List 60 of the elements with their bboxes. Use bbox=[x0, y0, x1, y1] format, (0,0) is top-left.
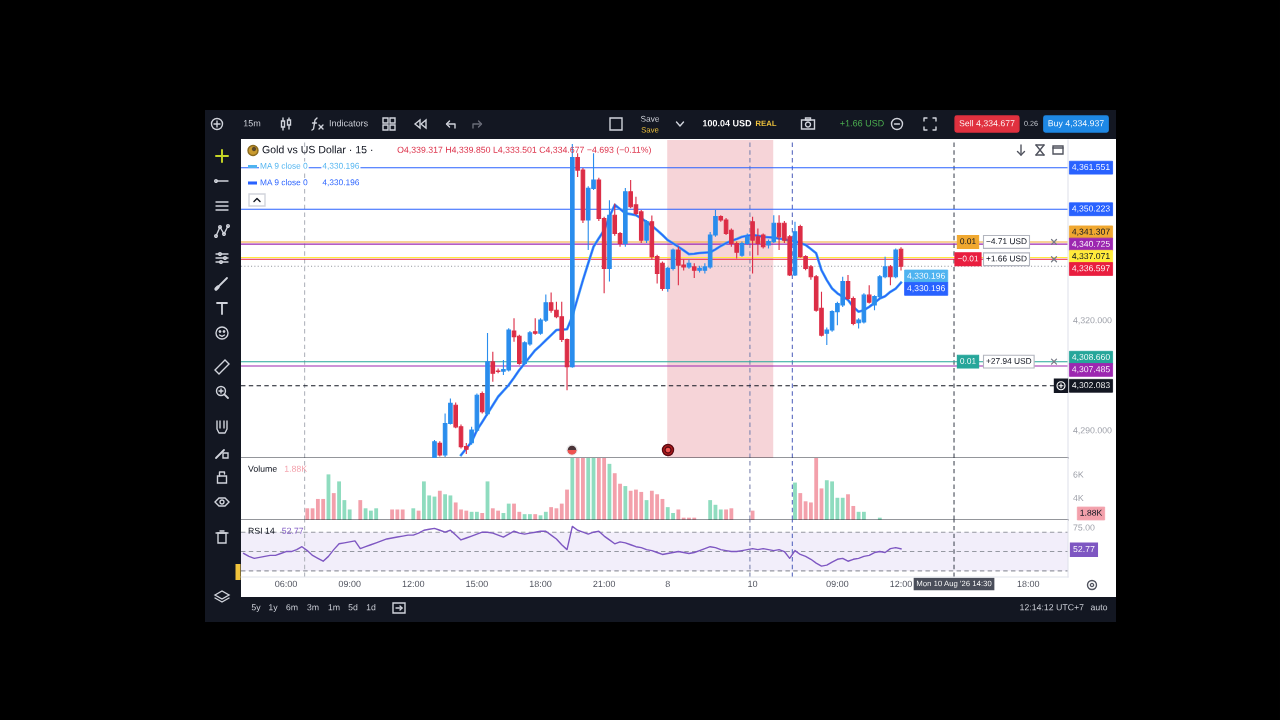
text: 4,330.196 bbox=[322, 162, 360, 170]
y-tick-label: 4,320.000 bbox=[1073, 317, 1112, 325]
text: 5d bbox=[348, 603, 358, 611]
text: 6m bbox=[286, 604, 298, 611]
x-tick-label: 12:00 bbox=[402, 580, 425, 588]
x-tick-label: 21:00 bbox=[593, 580, 616, 588]
annotation: 0.01 bbox=[960, 238, 976, 245]
text: 5y bbox=[251, 604, 261, 613]
text: 1y bbox=[269, 604, 278, 613]
text: 52.77 bbox=[282, 527, 304, 534]
text: 4,330.196 bbox=[322, 179, 360, 187]
text: 1.88K bbox=[1080, 509, 1103, 516]
ref-line-label: 4,302.083 bbox=[1072, 382, 1110, 390]
x-tick-label: 09:00 bbox=[338, 580, 361, 588]
y-tick-label: 4,290.000 bbox=[1073, 427, 1112, 435]
text: 12:14:12 UTC+7 bbox=[1020, 604, 1084, 611]
ref-line-label: 4,350.223 bbox=[1072, 205, 1110, 213]
data-label: 4,330.196 bbox=[907, 272, 945, 280]
x-tick-label: 18:00 bbox=[1017, 580, 1040, 588]
ref-line-label: 4,361.551 bbox=[1072, 163, 1110, 172]
text: 1m bbox=[328, 604, 340, 611]
y-tick-label: 6K bbox=[1073, 471, 1084, 478]
text: 1.88K bbox=[284, 465, 308, 472]
x-tick-label: 06:00 bbox=[275, 580, 297, 588]
y-tick-label: 52.77 bbox=[1073, 545, 1095, 553]
annotation: +27.94 USD bbox=[986, 358, 1032, 364]
x-tick-label: 18:00 bbox=[529, 580, 552, 588]
x-tick-label: 8 bbox=[665, 580, 670, 588]
text: Indicators bbox=[329, 119, 368, 127]
ref-line-label: 4,341.307 bbox=[1072, 228, 1110, 236]
chart-title: Gold vs US Dollar · 15 · bbox=[262, 145, 373, 154]
x-tick-label: 09:00 bbox=[826, 580, 849, 588]
text: 3m bbox=[307, 604, 319, 611]
text: +1.66 USD bbox=[840, 120, 884, 127]
annotation: −0.01 bbox=[957, 255, 979, 262]
legend-label: MA 9 close 0 bbox=[260, 179, 308, 186]
text: 100.04 USD bbox=[702, 120, 752, 127]
ref-line-label: 4,337.071 bbox=[1072, 252, 1110, 261]
annotation: −4.71 USD bbox=[986, 238, 1027, 245]
x-tick-label: 10 bbox=[748, 580, 758, 588]
y-tick-label: 75.00 bbox=[1073, 524, 1095, 531]
text: RSI 14 bbox=[248, 527, 275, 534]
legend-label: MA 9 close 0 bbox=[260, 162, 308, 169]
text: Volume bbox=[248, 465, 277, 472]
text: auto bbox=[1090, 604, 1108, 611]
data-label: 4,330.196 bbox=[907, 285, 945, 293]
x-tick-label: 12:00 bbox=[890, 580, 912, 588]
annotation: 0.01 bbox=[960, 358, 976, 364]
text: 15m bbox=[243, 120, 261, 127]
text: 1d bbox=[366, 603, 376, 611]
text: Buy 4,334.937 bbox=[1048, 120, 1104, 129]
y-tick-label: 4K bbox=[1073, 494, 1084, 501]
ref-line-label: 4,340.725 bbox=[1072, 240, 1110, 248]
text: Sell 4,334.677 bbox=[959, 119, 1015, 128]
annotation: +1.66 USD bbox=[986, 255, 1027, 262]
ref-line-label: 4,308.660 bbox=[1072, 353, 1110, 362]
ref-line-label: 4,307.485 bbox=[1072, 366, 1110, 374]
ref-line-label: 4,336.597 bbox=[1072, 265, 1110, 273]
x-tick-label: 15:00 bbox=[466, 580, 488, 588]
text: Save bbox=[640, 115, 660, 122]
